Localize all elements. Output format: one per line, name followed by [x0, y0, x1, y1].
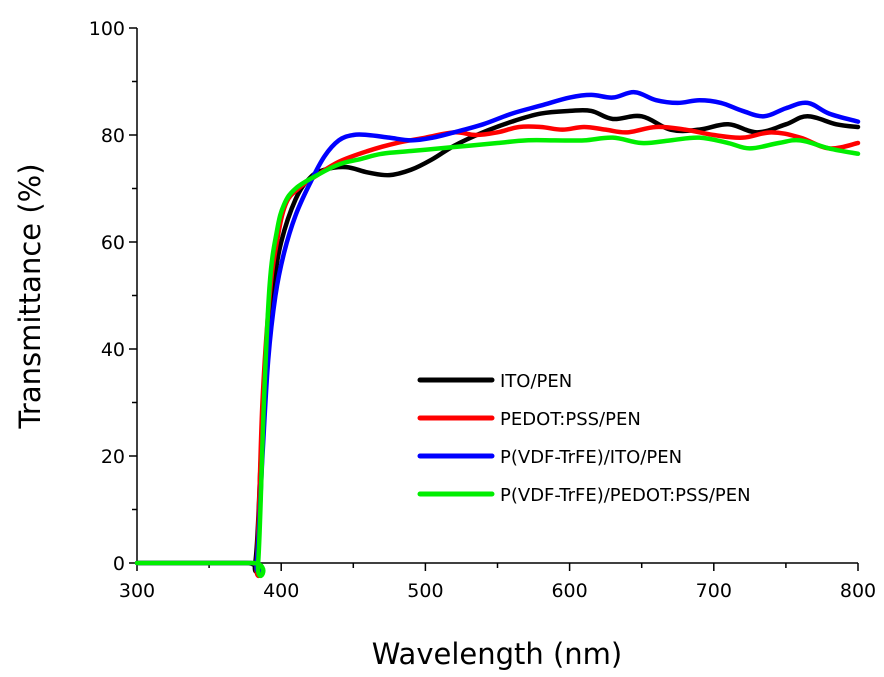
axis-tick-labels: 300 400 500 600 700 800 0 20 40 60 80 100	[89, 18, 876, 602]
x-tick-label: 800	[840, 580, 876, 602]
series-lines	[134, 89, 861, 578]
axis-ticks	[129, 27, 859, 571]
series-line-pedot-pss-pen	[134, 124, 861, 578]
y-tick-label: 60	[101, 232, 125, 254]
y-tick-label: 0	[113, 553, 125, 575]
legend-label: P(VDF-TrFE)/ITO/PEN	[500, 447, 682, 468]
y-axis-title: Transmittance (%)	[13, 163, 47, 429]
x-axis-title: Wavelength (nm)	[372, 637, 623, 671]
legend-label: PEDOT:PSS/PEN	[500, 409, 641, 430]
y-tick-label: 100	[89, 18, 125, 40]
series-line-p-vdf-trfe-ito-pen	[134, 89, 861, 574]
y-tick-label: 40	[101, 339, 125, 361]
x-tick-label: 400	[263, 580, 299, 602]
legend: ITO/PEN PEDOT:PSS/PEN P(VDF-TrFE)/ITO/PEN P…	[417, 371, 751, 506]
series-line-p-vdf-trfe-pedot-pss-pen	[134, 135, 861, 578]
x-tick-label: 500	[407, 580, 443, 602]
y-tick-label: 80	[101, 125, 125, 147]
x-tick-label: 600	[551, 580, 587, 602]
y-tick-label: 20	[101, 446, 125, 468]
legend-label: ITO/PEN	[500, 371, 572, 392]
x-tick-label: 300	[119, 580, 155, 602]
legend-label: P(VDF-TrFE)/PEDOT:PSS/PEN	[500, 485, 751, 506]
x-tick-label: 700	[696, 580, 732, 602]
